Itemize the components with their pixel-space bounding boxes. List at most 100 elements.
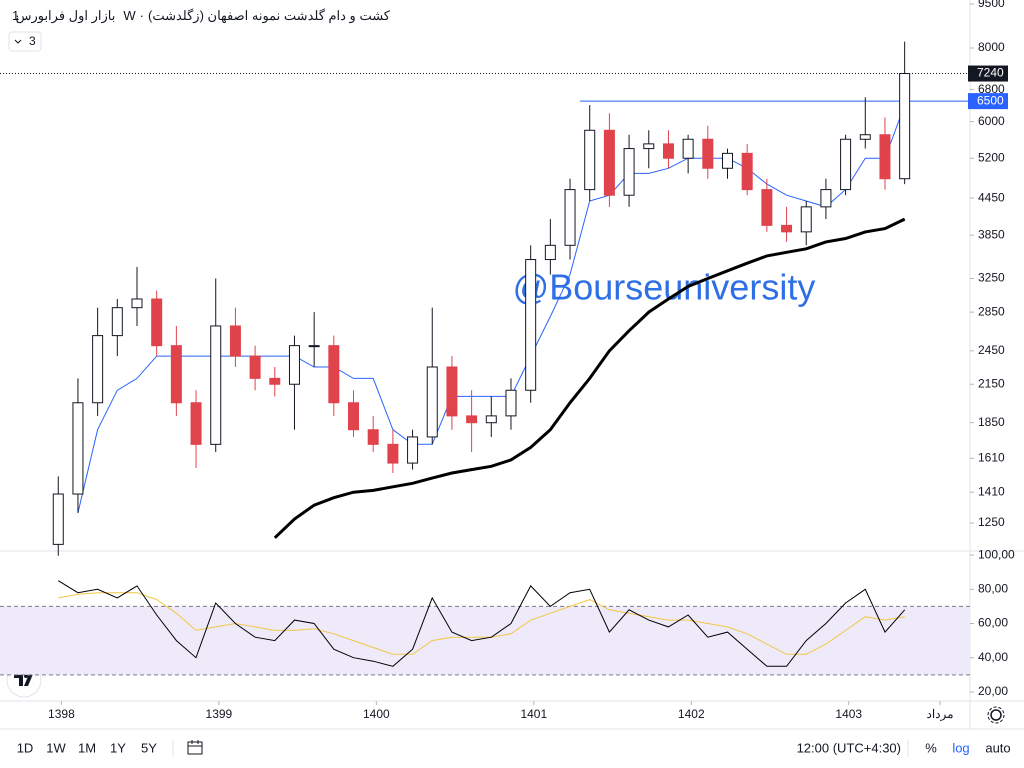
candle-body [407,436,419,464]
candle-body [466,415,478,424]
y-tick-label: 80,00 [978,581,1008,595]
y-tick-label: 6800 [978,82,1005,96]
last-price-label: 7240 [977,66,1004,80]
candle-body [564,189,576,246]
x-tick-label: 1402 [678,707,705,721]
candle-body [249,355,261,379]
y-tick-label: 1610 [978,450,1005,464]
symbol: کشت و دام گلدشت نمونه اصفهان (زگلدشت) [148,8,391,24]
candle-body [820,189,832,208]
y-tick-label: 1850 [978,415,1005,429]
candle-body [662,143,674,159]
y-tick-label: 8000 [978,40,1005,54]
y-tick-label: 20,00 [978,684,1008,698]
candle-body [387,443,399,464]
candle-body [722,152,733,169]
exchange: بازار اول فرابورس [16,8,116,24]
settings-gear[interactable] [987,706,1005,724]
range-button[interactable]: 1W [46,740,66,755]
legend-header: بازار اول فرابورس·1W · کشت و دام گلدشت نمو… [8,8,391,52]
candle-body [741,152,753,191]
candle-body [781,224,793,233]
candle-body [682,138,694,159]
log-toggle[interactable]: log [952,740,969,755]
candle-body [328,345,340,404]
candle-body [229,325,241,357]
candle-body [210,325,222,445]
y-tick-label: 2150 [978,376,1005,390]
toolbar: 12:00 (UTC+4:30) % log auto [172,740,1011,757]
x-tick-label: 1399 [206,707,233,721]
auto-toggle[interactable]: auto [985,740,1010,755]
overlay-line [273,217,906,539]
last-price-box [968,65,1008,82]
candle-body [72,402,84,495]
percent-toggle[interactable]: % [925,740,937,755]
rsi-line [58,580,906,667]
candle-body [348,402,360,431]
y-tick-label: 60,00 [978,616,1008,630]
rsi-band [0,606,970,675]
y-tick-label: 40,00 [978,650,1008,664]
range-button[interactable]: 5Y [141,740,157,755]
y-tick-label: 1250 [978,515,1005,529]
candle-body [800,206,812,233]
candle-body [702,138,714,169]
candle-body [505,389,517,417]
candle-body [584,129,596,191]
indicator-count: 3 [29,34,36,48]
x-tick-label: 1398 [48,707,75,721]
candle-body [761,189,773,226]
date-range-icon[interactable] [187,740,203,755]
range-button[interactable]: 1D [17,740,34,755]
candle-body [879,134,891,180]
y-tick-label: 9500 [978,0,1005,10]
candle-body [525,259,537,391]
candle-body [92,335,104,404]
y-tick-label: 6000 [978,114,1005,128]
candle-body [190,402,202,445]
y-tick-label: 2450 [978,343,1005,357]
x-tick-label: مرداد [927,707,954,721]
candle-body [151,298,163,347]
candle-body [899,73,911,180]
x-tick-label: 1400 [363,707,390,721]
y-tick-label: 5200 [978,150,1005,164]
chevron [14,39,22,44]
sep: · [15,8,19,23]
symbol-header: بازار اول فرابورس·1W · کشت و دام گلدشت نمو… [12,8,391,24]
candle-body [367,429,379,445]
x-tick-label: 1403 [835,707,862,721]
candle-body [603,129,615,196]
y-tick-label: 1410 [978,484,1005,498]
candle-body [52,493,64,545]
range-button[interactable]: 1Y [110,740,126,755]
candle-body [308,345,320,348]
candle-body [643,143,655,150]
candle-body [485,415,497,424]
candle-body [269,377,281,385]
y-tick-label: 4450 [978,190,1005,204]
x-tick-label: 1401 [520,707,547,721]
candle-body [859,134,871,140]
y-tick-label: 3250 [978,271,1005,285]
y-tick-label: 3850 [978,227,1005,241]
y-tick-label: 2850 [978,304,1005,318]
indicator-toggle[interactable] [8,31,42,52]
sep: · [140,8,144,23]
candle-body [170,345,182,404]
candle-body [426,366,438,438]
timezone[interactable]: 12:00 (UTC+4:30) [797,740,901,755]
candle-body [111,307,123,337]
candle-body [288,345,300,385]
candle-body [544,244,556,261]
candle-body [623,148,635,196]
y-tick-label: 100,00 [978,547,1015,561]
candle-body [446,366,458,417]
candle-body [131,298,143,309]
rsi-line [58,592,905,655]
range-button[interactable]: 1M [78,740,96,755]
level-label: 6500 [977,93,1004,107]
level-label-box [968,93,1008,110]
